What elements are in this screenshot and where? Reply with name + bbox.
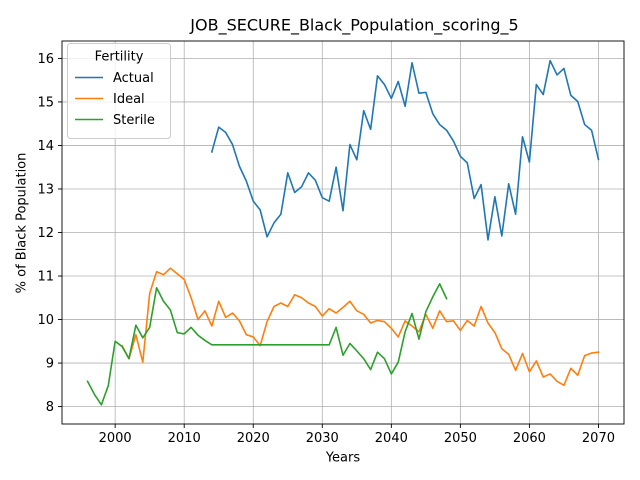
series-line-actual [210, 59, 600, 241]
x-tick-label: 2050 [444, 431, 477, 446]
series-group [86, 59, 600, 406]
x-tick-label: 2040 [375, 431, 408, 446]
grid [62, 41, 624, 424]
y-tick-label: 12 [37, 226, 54, 241]
x-tick-label: 2020 [237, 431, 270, 446]
x-tick-label: 2060 [513, 431, 546, 446]
x-tick-label: 2030 [306, 431, 339, 446]
y-tick-label: 15 [37, 95, 54, 110]
legend-title: Fertility [95, 50, 144, 65]
x-tick-label: 2010 [168, 431, 201, 446]
y-tick-label: 10 [37, 313, 54, 328]
y-tick-label: 16 [37, 52, 54, 67]
y-tick-label: 13 [37, 182, 54, 197]
legend: Fertility Actual Ideal Sterile [67, 43, 171, 139]
legend-frame [67, 43, 171, 139]
y-tick-label: 11 [37, 270, 54, 285]
x-tick-label: 2070 [582, 431, 615, 446]
y-tick-label: 9 [46, 357, 54, 372]
legend-label-sterile: Sterile [113, 113, 155, 128]
axis-ticks: 2000 2010 2020 2030 2040 2050 2060 2070 8 9 10 11 12… [37, 52, 615, 446]
y-tick-label: 8 [46, 400, 54, 415]
x-axis-label: Years [325, 451, 361, 466]
legend-label-ideal: Ideal [113, 92, 145, 107]
series-line-sterile [86, 283, 448, 406]
chart-title: JOB_SECURE_Black_Population_scoring_5 [189, 16, 518, 36]
series-line-ideal [120, 267, 600, 387]
y-axis-label: % of Black Population [15, 153, 30, 294]
legend-label-actual: Actual [113, 71, 154, 86]
x-tick-label: 2000 [99, 431, 132, 446]
y-tick-label: 14 [37, 139, 54, 154]
